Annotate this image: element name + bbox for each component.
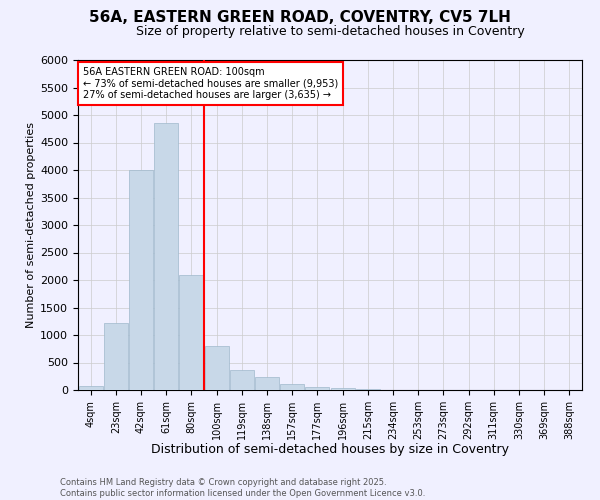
X-axis label: Distribution of semi-detached houses by size in Coventry: Distribution of semi-detached houses by … (151, 444, 509, 456)
Bar (305, 387, 329, 390)
Bar (331, 388, 355, 390)
Bar (205, 346, 229, 390)
Bar (230, 370, 254, 390)
Text: 56A, EASTERN GREEN ROAD, COVENTRY, CV5 7LH: 56A, EASTERN GREEN ROAD, COVENTRY, CV5 7… (89, 10, 511, 25)
Bar (129, 170, 153, 390)
Text: Contains HM Land Registry data © Crown copyright and database right 2025.
Contai: Contains HM Land Registry data © Crown c… (60, 478, 425, 498)
Y-axis label: Number of semi-detached properties: Number of semi-detached properties (26, 122, 36, 328)
Title: Size of property relative to semi-detached houses in Coventry: Size of property relative to semi-detach… (136, 25, 524, 38)
Text: 56A EASTERN GREEN ROAD: 100sqm
← 73% of semi-detached houses are smaller (9,953): 56A EASTERN GREEN ROAD: 100sqm ← 73% of … (83, 66, 338, 100)
Bar (179, 275, 203, 390)
Bar (154, 122, 178, 390)
Bar (79, 386, 103, 390)
Bar (280, 384, 304, 390)
Bar (104, 324, 128, 390)
Bar (255, 377, 279, 390)
